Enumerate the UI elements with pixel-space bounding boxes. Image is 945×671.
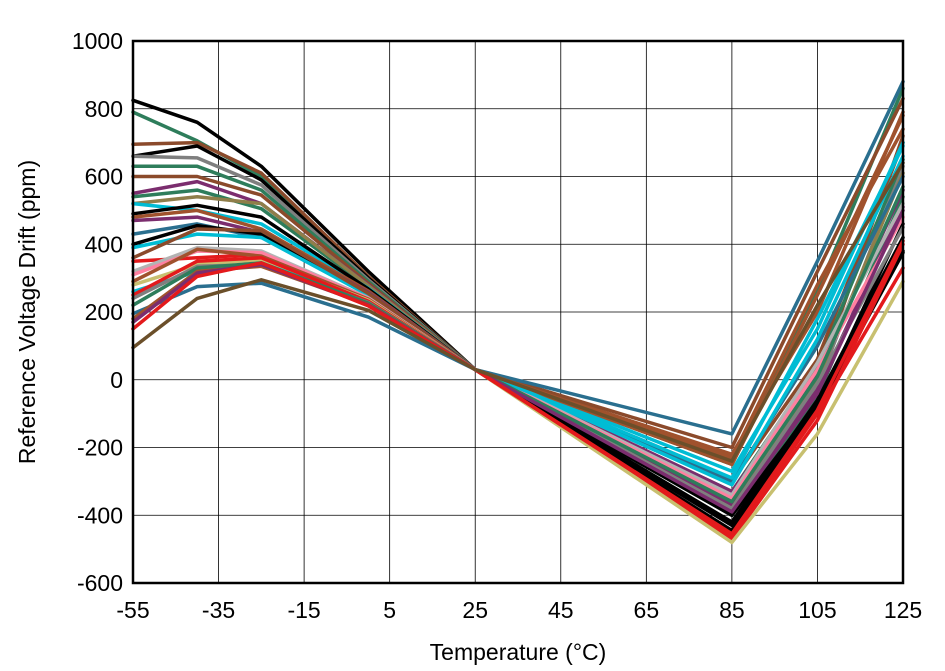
x-tick-label: 105 [798, 597, 836, 623]
y-tick-label: 1000 [72, 28, 123, 54]
y-tick-label: -600 [77, 570, 123, 596]
x-tick-label: 45 [548, 597, 574, 623]
y-tick-label: -400 [77, 502, 123, 528]
y-tick-label: 800 [85, 96, 123, 122]
x-tick-label: 85 [719, 597, 745, 623]
series-line-31 [131, 239, 905, 536]
series-line-18 [131, 96, 905, 450]
x-tick-label: -35 [202, 597, 235, 623]
x-axis-tick-labels: -55 -35 -15 5 25 45 65 85 105 125 [116, 597, 922, 623]
y-tick-label: 0 [110, 367, 123, 393]
y-tick-label: 400 [85, 231, 123, 257]
y-axis-title: Reference Voltage Drift (ppm) [14, 160, 40, 464]
series-line-28 [131, 79, 905, 436]
y-axis-tick-labels: -600 -400 -200 0 200 400 600 800 1000 [72, 28, 123, 596]
x-tick-label: 65 [634, 597, 660, 623]
x-tick-label: 125 [884, 597, 922, 623]
data-series-group [131, 79, 905, 545]
x-tick-label: 25 [462, 597, 488, 623]
y-tick-label: -200 [77, 435, 123, 461]
plot-area-frame [131, 39, 905, 585]
x-tick-label: -55 [116, 597, 149, 623]
y-tick-label: 200 [85, 299, 123, 325]
x-axis-title: Temperature (°C) [430, 639, 607, 665]
y-tick-label: 600 [85, 164, 123, 190]
x-tick-label: 5 [383, 597, 396, 623]
series-line-32 [131, 161, 905, 463]
x-tick-label: -15 [287, 597, 320, 623]
